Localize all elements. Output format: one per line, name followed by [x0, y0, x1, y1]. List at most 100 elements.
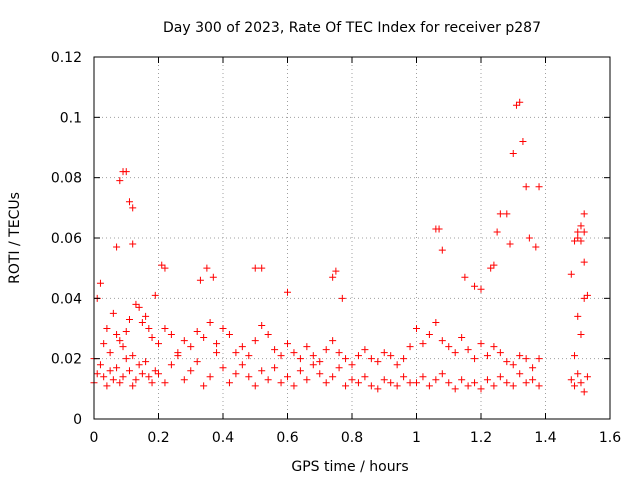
data-point: [413, 379, 420, 387]
data-point: [113, 331, 121, 339]
data-point: [432, 376, 440, 384]
data-point: [477, 285, 485, 293]
data-point: [400, 373, 408, 381]
data-point: [338, 294, 346, 302]
data-point: [238, 361, 246, 369]
data-point: [374, 385, 382, 393]
data-point: [238, 343, 246, 351]
data-point: [522, 355, 530, 363]
data-point: [322, 346, 330, 354]
data-point: [303, 376, 311, 384]
data-point: [516, 352, 524, 360]
data-point: [258, 321, 266, 329]
data-point: [406, 343, 414, 351]
data-point: [180, 376, 188, 384]
data-point: [567, 376, 575, 384]
data-point: [335, 364, 343, 372]
data-point: [516, 370, 524, 378]
data-point: [225, 379, 233, 387]
data-point: [329, 373, 337, 381]
data-point: [419, 373, 427, 381]
data-point: [509, 382, 517, 390]
data-point: [219, 364, 227, 372]
y-axis-label: ROTI / TECUs: [7, 192, 23, 284]
data-point: [535, 382, 543, 390]
data-point: [535, 355, 543, 363]
data-point: [335, 349, 343, 357]
data-point: [187, 367, 195, 375]
y-tick-label: 0.1: [60, 110, 82, 126]
data-point: [138, 370, 146, 378]
y-tick-label: 0: [73, 412, 82, 428]
data-point: [342, 355, 350, 363]
data-point: [471, 282, 479, 290]
data-point: [322, 379, 330, 387]
data-point: [490, 261, 498, 269]
data-point: [503, 358, 511, 366]
data-point: [380, 349, 388, 357]
data-point: [264, 331, 272, 339]
data-point: [451, 385, 459, 393]
data-point: [580, 258, 588, 266]
data-point: [116, 337, 124, 345]
data-point: [445, 379, 453, 387]
data-point: [271, 346, 279, 354]
data-point: [200, 334, 208, 342]
data-point: [400, 355, 408, 363]
data-point: [571, 237, 579, 245]
data-point: [277, 379, 285, 387]
data-point: [303, 343, 311, 351]
data-point: [490, 382, 498, 390]
data-point: [245, 373, 253, 381]
data-point: [116, 177, 124, 185]
grid-lines: [94, 57, 610, 419]
data-point: [487, 264, 495, 272]
data-point: [532, 243, 540, 251]
data-point: [264, 376, 272, 384]
data-point: [451, 349, 459, 357]
data-point: [116, 379, 124, 387]
data-point: [109, 309, 117, 317]
x-tick-label: 0: [90, 430, 99, 446]
data-point: [471, 379, 479, 387]
data-point: [225, 331, 233, 339]
data-point: [367, 382, 375, 390]
data-point: [316, 358, 324, 366]
data-point: [232, 349, 240, 357]
data-point: [393, 361, 401, 369]
data-point: [142, 358, 150, 366]
y-tick-label: 0.02: [51, 352, 82, 368]
data-point: [380, 376, 388, 384]
data-point: [438, 246, 446, 254]
data-point: [509, 361, 517, 369]
data-point: [206, 318, 214, 326]
data-point: [496, 373, 504, 381]
data-point: [522, 379, 530, 387]
data-point: [483, 352, 491, 360]
data-point: [161, 264, 169, 272]
data-point: [348, 376, 356, 384]
data-point: [571, 352, 579, 360]
data-point: [138, 318, 146, 326]
data-point: [413, 325, 420, 332]
data-point: [309, 352, 317, 360]
data-point: [129, 382, 137, 390]
data-point: [196, 276, 204, 284]
data-point: [125, 198, 133, 206]
data-point: [100, 340, 108, 348]
data-point: [125, 315, 133, 323]
data-point: [354, 379, 362, 387]
data-point: [284, 373, 291, 381]
x-axis-label: GPS time / hours: [291, 459, 408, 475]
data-point: [219, 325, 227, 332]
data-point: [251, 337, 259, 345]
data-point: [145, 373, 153, 381]
data-point: [574, 234, 582, 242]
y-tick-label: 0.08: [51, 171, 82, 187]
data-point: [132, 300, 140, 308]
data-point: [522, 183, 530, 191]
data-point: [251, 382, 259, 390]
data-point: [155, 340, 162, 348]
data-point: [167, 331, 175, 339]
data-point: [155, 370, 162, 378]
